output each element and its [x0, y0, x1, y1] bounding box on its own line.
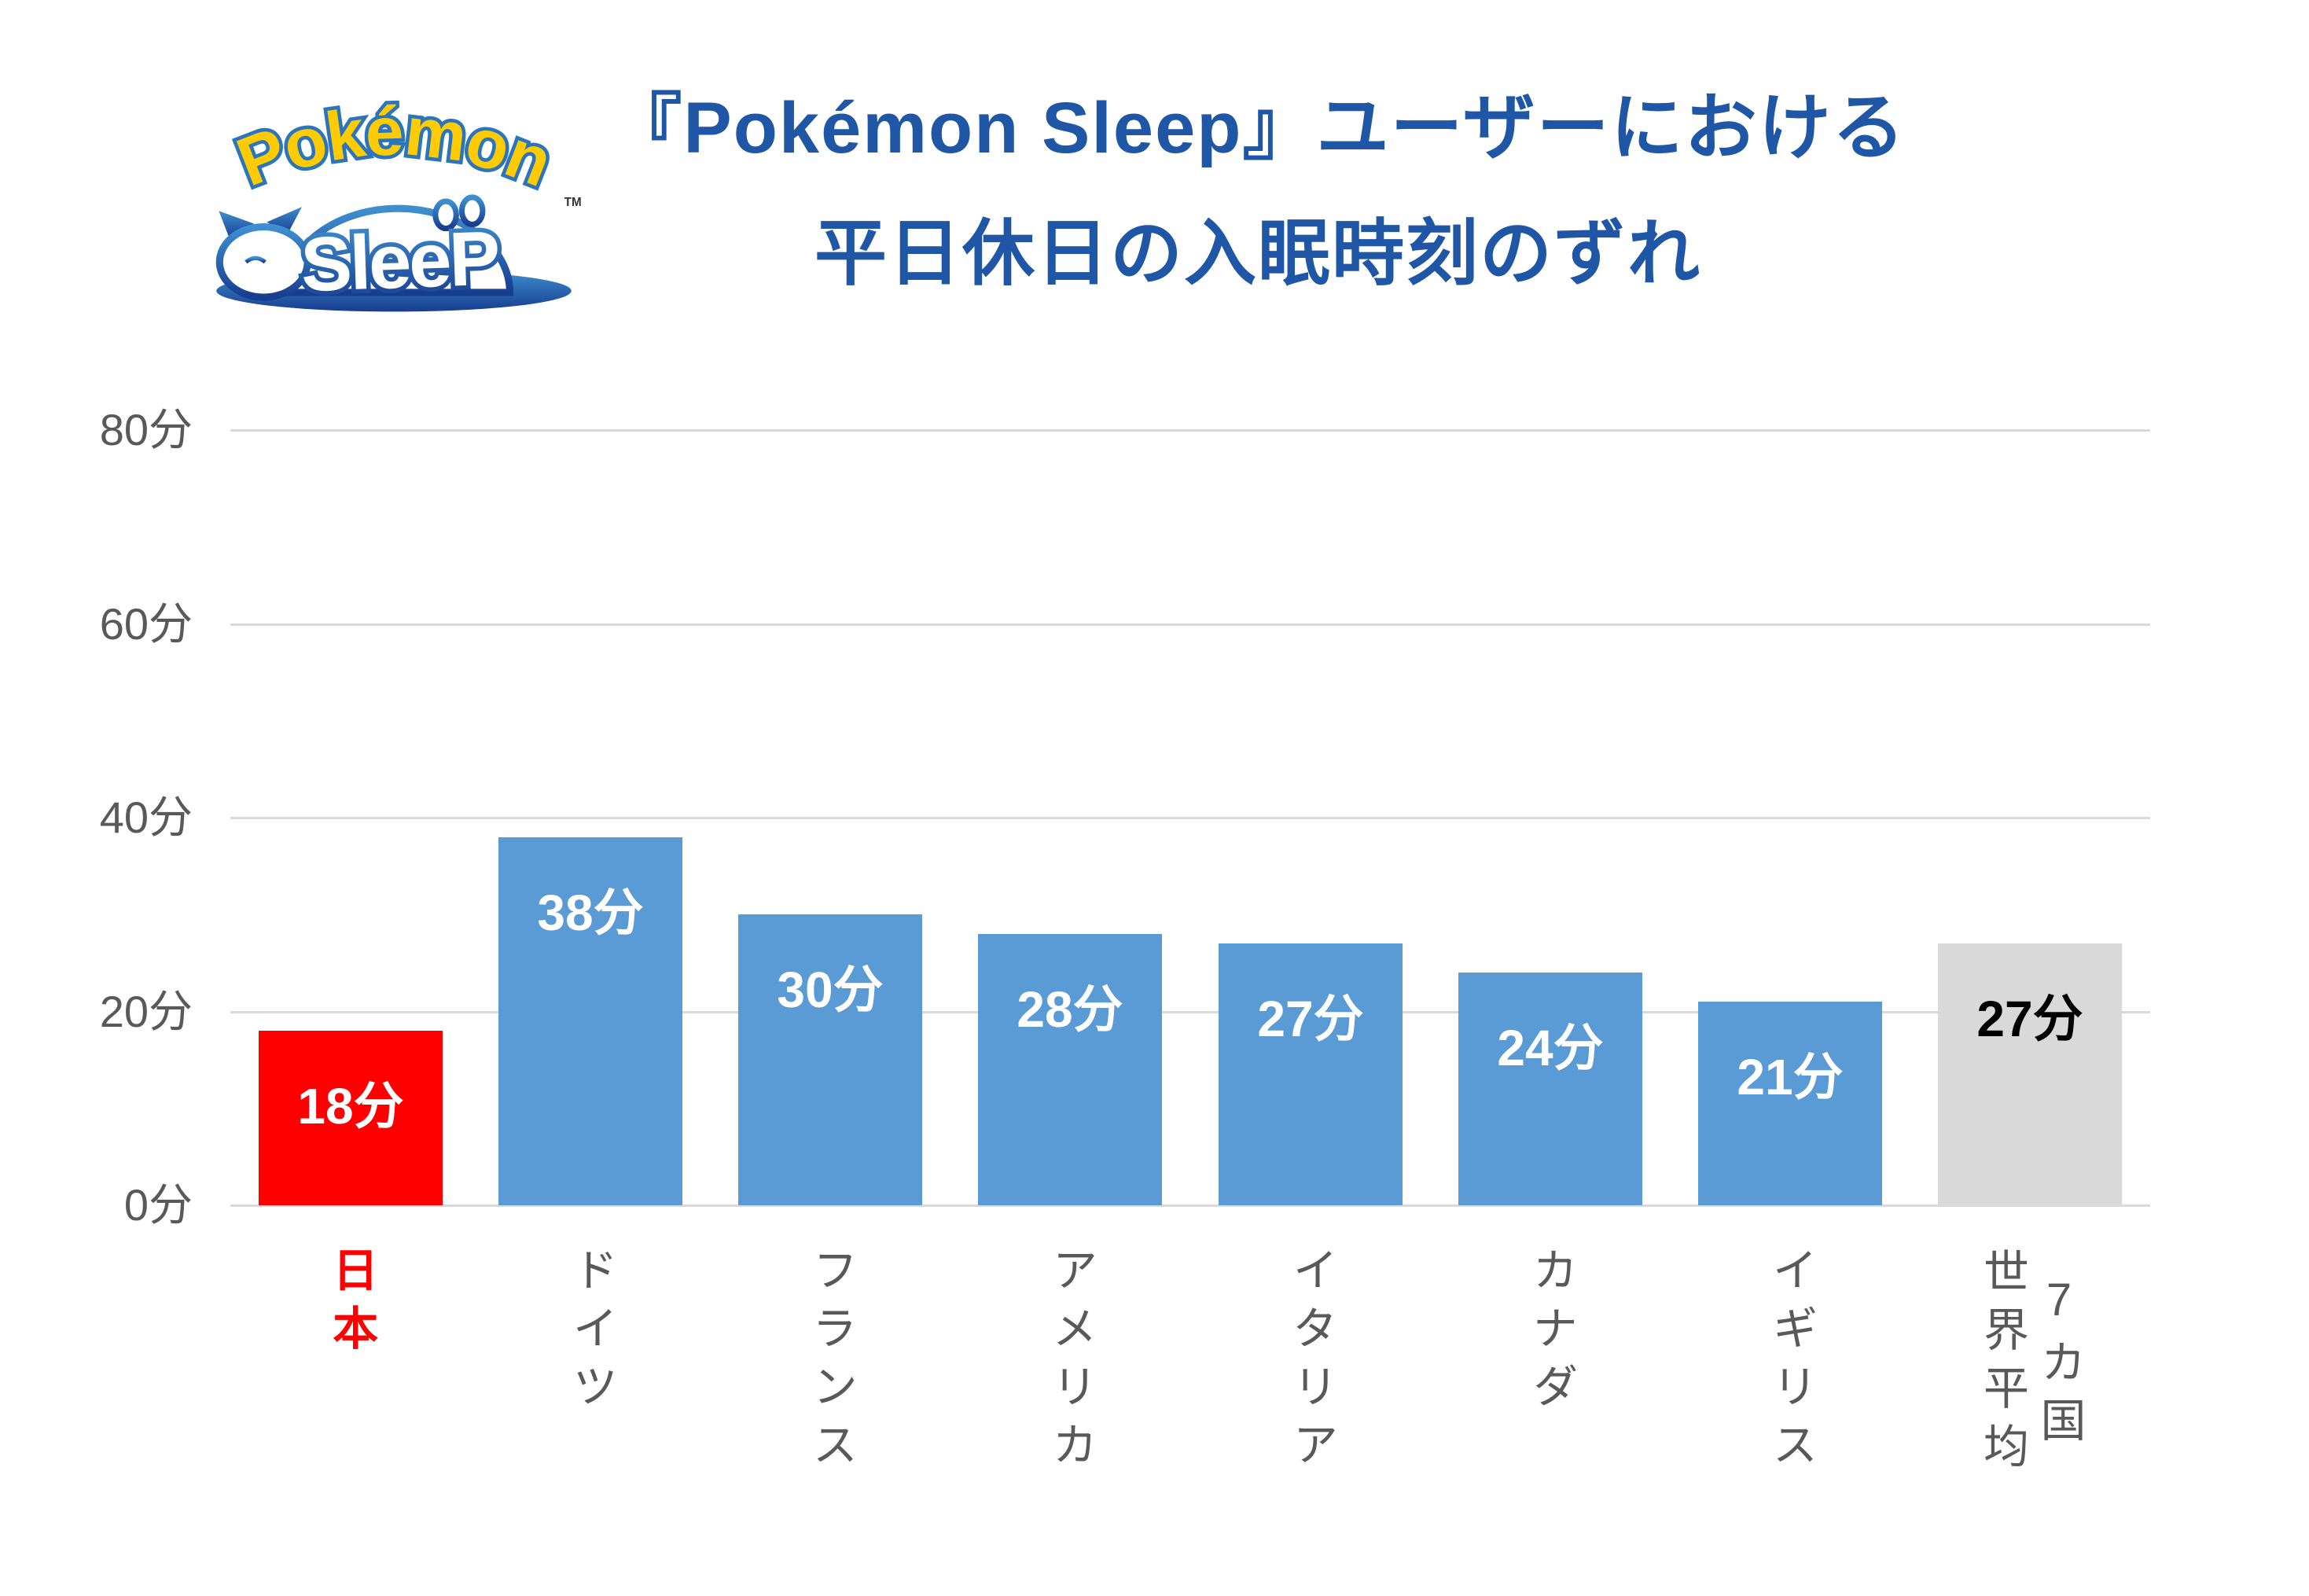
snorlax-ear-right [267, 207, 303, 234]
chart-title-line2: 平日休日の入眠時刻のずれ [814, 214, 1701, 294]
gridline-40 [230, 817, 2150, 819]
bar-value-france: 30分 [777, 962, 884, 1018]
bar-japan [259, 1031, 443, 1205]
category-label-germany: ドイツ [565, 1246, 617, 1421]
snorlax-ear-left [219, 211, 255, 240]
gridline-0 [230, 1204, 2150, 1207]
gridline-60 [230, 623, 2150, 626]
category-label-italy: イタリア [1285, 1246, 1337, 1479]
bar-value-usa: 28分 [1017, 981, 1123, 1038]
bar-value-germany: 38分 [537, 884, 644, 941]
category-label-japan: 日本 [325, 1246, 377, 1362]
bar-world-average-7-countries [1938, 943, 2122, 1205]
bar-canada [1458, 973, 1642, 1205]
gridline-80 [230, 429, 2150, 432]
category-label-france: フランス [805, 1246, 857, 1479]
snorlax-closed-eye [245, 256, 267, 264]
category-label-uk: イギリス [1765, 1246, 1817, 1479]
bar-germany [498, 837, 682, 1205]
bar-france [738, 914, 922, 1205]
bar-value-italy: 27分 [1257, 991, 1364, 1047]
y-axis-tick-40: 40分 [99, 792, 193, 842]
bar-italy [1219, 943, 1403, 1205]
snorlax-paw-right [458, 194, 486, 228]
category-label-canada: カナダ [1525, 1246, 1577, 1421]
y-axis-tick-60: 60分 [99, 599, 193, 649]
snorlax-paw-left [432, 198, 459, 232]
y-axis-tick-80: 80分 [99, 405, 193, 454]
bar-value-japan: 18分 [297, 1078, 404, 1134]
sleep-wordmark: SleeP [300, 215, 499, 308]
gridline-20 [230, 1011, 2150, 1013]
category-label-usa: アメリカ [1045, 1246, 1097, 1479]
bar-value-uk: 21分 [1737, 1049, 1844, 1105]
snorlax-illustration [215, 194, 572, 312]
pokemon-sleep-logo: Pokémon TM SleeP [215, 88, 582, 312]
bar-value-world-average-7-countries: 27分 [1976, 991, 2083, 1047]
bar-usa [978, 934, 1162, 1205]
bar-uk [1698, 1002, 1882, 1205]
chart-title-line1: 『Pokémon Sleep』ユーザーにおける [609, 88, 1906, 168]
chart-title: 『Pokémon Sleep』ユーザーにおける 平日休日の入眠時刻のずれ [503, 65, 2013, 317]
bar-value-canada: 24分 [1497, 1020, 1604, 1076]
y-axis-tick-20: 20分 [99, 987, 193, 1036]
category-label-world-average-7-countries: 7カ国 世界平均 [1976, 1248, 2085, 1480]
y-axis-tick-0: 0分 [123, 1180, 193, 1230]
tm-mark: TM [564, 196, 582, 209]
